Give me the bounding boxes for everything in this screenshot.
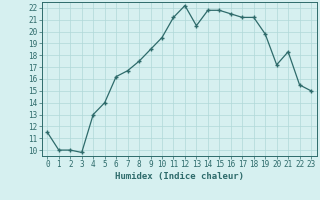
X-axis label: Humidex (Indice chaleur): Humidex (Indice chaleur) [115,172,244,181]
